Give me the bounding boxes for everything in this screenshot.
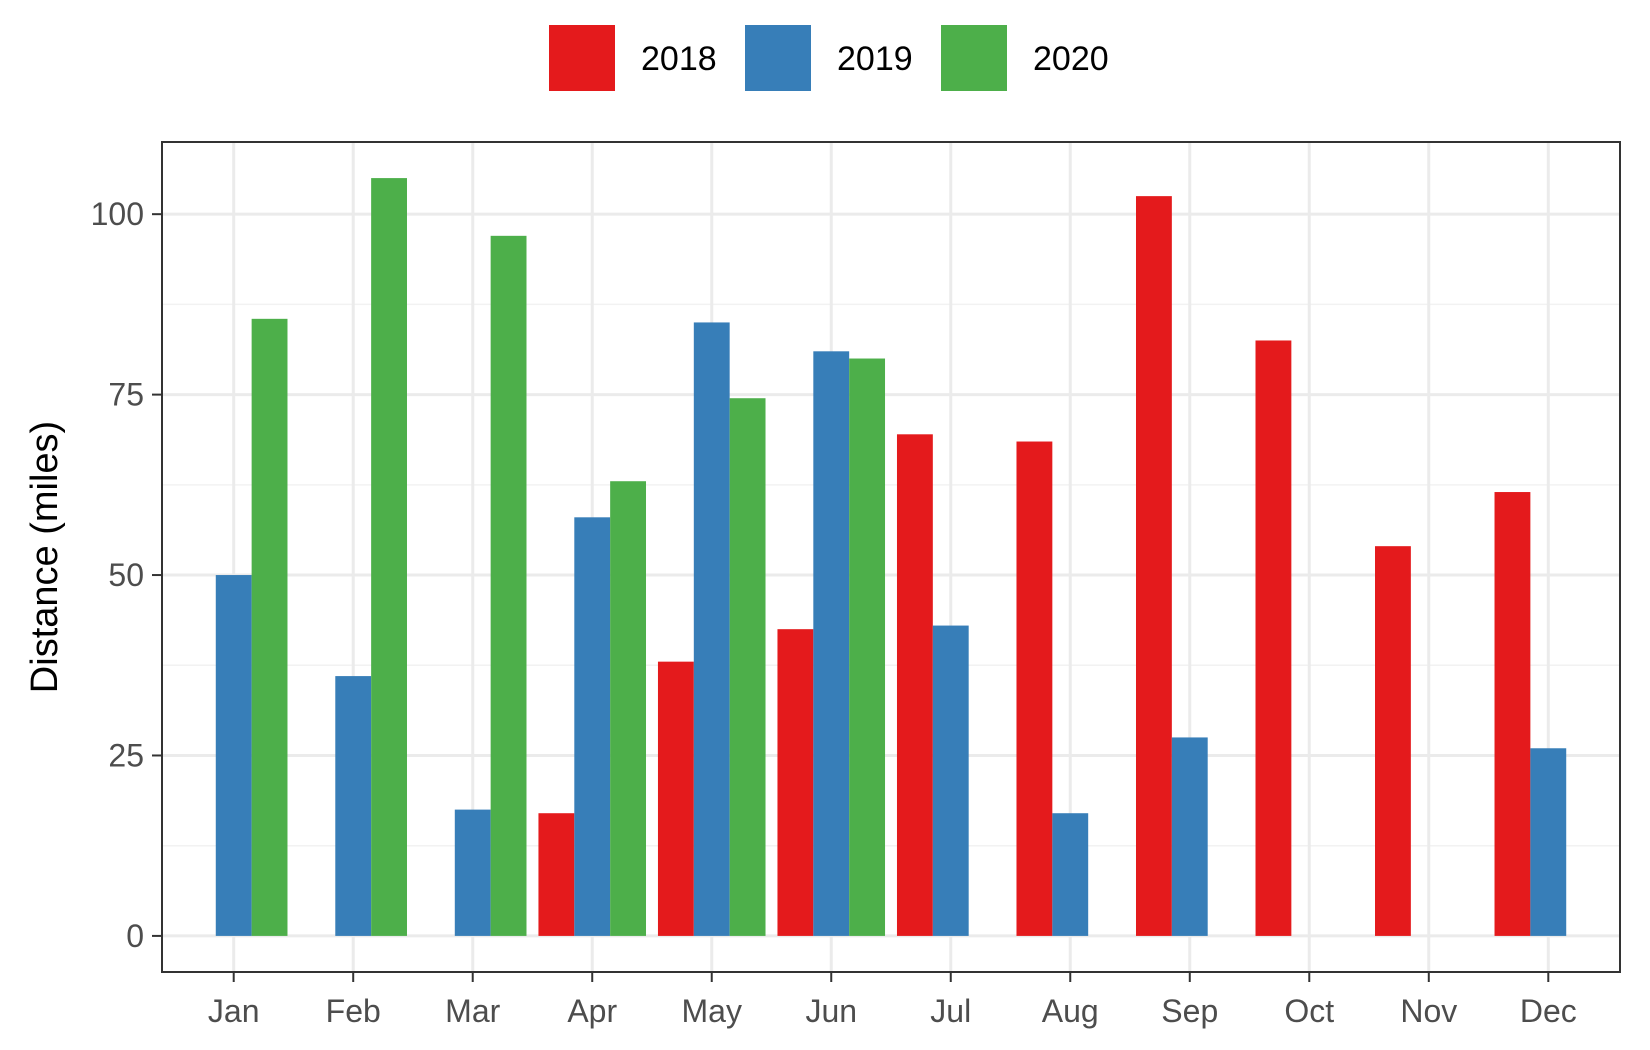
bar-2020-Jan (251, 318, 288, 936)
bar-2020-Feb (371, 178, 407, 936)
x-tick-label: Jan (208, 993, 260, 1029)
bar-2019-Jul (932, 625, 969, 936)
x-tick-label: Apr (567, 993, 617, 1029)
y-axis-title: Distance (miles) (24, 421, 66, 693)
bar-2020-Jun (849, 358, 886, 936)
bar-2018-Oct (1255, 340, 1292, 936)
bar-2018-May (657, 661, 694, 936)
bar-2019-Feb (335, 676, 372, 936)
x-axis: Jan Feb Mar Apr May Jun Jul Aug Sep Oct Nov Dec (208, 972, 1577, 1029)
plot-border (161, 141, 1621, 973)
x-tick-label: Oct (1284, 993, 1334, 1029)
bar-2020-Apr (610, 481, 647, 936)
bar-2019-May (693, 322, 730, 936)
y-tick-label: 0 (126, 918, 144, 954)
bar-2019-Jun (813, 351, 850, 936)
bar-2019-Apr (574, 517, 611, 936)
legend-key-2019 (745, 25, 811, 91)
x-tick-label: Aug (1042, 993, 1099, 1029)
x-tick-label: Dec (1520, 993, 1577, 1029)
x-tick-label: Mar (445, 993, 500, 1029)
bars (215, 178, 1567, 936)
bar-2019-Sep (1171, 737, 1208, 936)
bar-2020-Mar (490, 235, 527, 936)
x-tick-label: May (682, 993, 742, 1029)
bar-2018-Dec (1494, 492, 1531, 936)
y-axis: 0 25 50 75 100 (91, 196, 162, 954)
bar-2019-Jan (215, 575, 252, 936)
y-tick-label: 50 (108, 557, 144, 593)
x-tick-label: Nov (1400, 993, 1457, 1029)
legend-key-2018 (549, 25, 615, 91)
bar-2019-Mar (454, 809, 491, 936)
y-tick-label: 75 (108, 377, 144, 413)
bar-2018-Sep (1135, 196, 1172, 936)
x-tick-label: Jul (930, 993, 971, 1029)
y-tick-label: 100 (91, 196, 144, 232)
bar-2020-May (729, 398, 766, 936)
bar-2018-Aug (1016, 441, 1053, 936)
legend-key-2020 (941, 25, 1007, 91)
x-tick-label: Sep (1161, 993, 1218, 1029)
bar-2019-Aug (1052, 813, 1089, 936)
legend-label-2018: 2018 (641, 40, 717, 78)
legend-label-2020: 2020 (1033, 40, 1109, 78)
legend: 2018 2019 2020 (549, 25, 1109, 91)
bar-2018-Jul (896, 434, 933, 936)
x-tick-label: Feb (326, 993, 381, 1029)
bar-2019-Dec (1530, 748, 1567, 936)
x-tick-label: Jun (805, 993, 857, 1029)
y-tick-label: 25 (108, 737, 144, 773)
legend-label-2019: 2019 (837, 40, 913, 78)
bar-2018-Nov (1375, 546, 1411, 936)
bar-2018-Apr (538, 813, 575, 936)
bar-2018-Jun (777, 629, 814, 936)
